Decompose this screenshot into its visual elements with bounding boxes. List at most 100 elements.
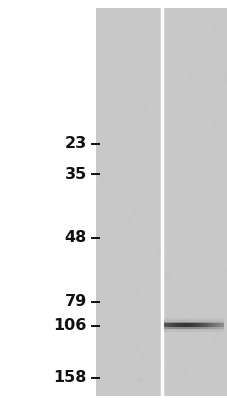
- Bar: [199, 328, 200, 330]
- Bar: [216, 330, 217, 332]
- Bar: [208, 330, 209, 332]
- Bar: [180, 330, 181, 332]
- Bar: [207, 322, 208, 324]
- Bar: [204, 323, 205, 325]
- Bar: [184, 322, 185, 324]
- Bar: [186, 330, 187, 332]
- Bar: [221, 323, 222, 325]
- Bar: [222, 322, 223, 324]
- Bar: [174, 328, 175, 330]
- Bar: [184, 318, 185, 320]
- Bar: [186, 323, 187, 325]
- Bar: [173, 330, 174, 332]
- Bar: [188, 330, 189, 332]
- Bar: [177, 320, 178, 322]
- Bar: [208, 320, 209, 322]
- Bar: [201, 318, 202, 320]
- Bar: [221, 322, 222, 324]
- Bar: [189, 328, 190, 330]
- Bar: [192, 320, 193, 322]
- Bar: [204, 322, 205, 324]
- Bar: [206, 320, 207, 322]
- Bar: [173, 322, 174, 324]
- Bar: [165, 330, 166, 332]
- Bar: [194, 323, 195, 325]
- Bar: [217, 322, 218, 324]
- Bar: [165, 323, 166, 325]
- Bar: [188, 323, 189, 325]
- Bar: [220, 322, 221, 324]
- Bar: [168, 323, 169, 325]
- Bar: [169, 318, 170, 320]
- Bar: [204, 327, 205, 328]
- Bar: [195, 320, 196, 322]
- Bar: [189, 318, 190, 320]
- Bar: [183, 320, 184, 322]
- Bar: [202, 323, 203, 325]
- Bar: [214, 325, 215, 327]
- Bar: [211, 320, 212, 322]
- Bar: [202, 328, 203, 330]
- Bar: [187, 320, 188, 322]
- Bar: [213, 322, 214, 324]
- Bar: [195, 327, 196, 328]
- Bar: [197, 318, 199, 320]
- Bar: [197, 330, 198, 332]
- Bar: [201, 328, 202, 330]
- Bar: [180, 330, 181, 332]
- Bar: [208, 328, 209, 330]
- Bar: [165, 325, 166, 327]
- Bar: [186, 320, 187, 322]
- Bar: [180, 328, 181, 330]
- Bar: [166, 322, 167, 324]
- Bar: [212, 320, 214, 322]
- Bar: [222, 320, 223, 322]
- Bar: [183, 327, 184, 328]
- Bar: [186, 320, 187, 322]
- Bar: [184, 327, 185, 328]
- Bar: [210, 320, 211, 322]
- Bar: [218, 320, 219, 322]
- Bar: [167, 322, 168, 324]
- Bar: [192, 328, 193, 330]
- Bar: [165, 327, 166, 328]
- Bar: [203, 325, 204, 327]
- Bar: [219, 327, 220, 328]
- Bar: [167, 327, 168, 328]
- Bar: [212, 320, 213, 322]
- Bar: [219, 328, 220, 330]
- Bar: [188, 328, 189, 330]
- Bar: [197, 323, 199, 325]
- Bar: [217, 325, 218, 327]
- Bar: [193, 323, 194, 325]
- Bar: [197, 323, 198, 325]
- Bar: [200, 325, 201, 327]
- Bar: [164, 325, 165, 327]
- Bar: [187, 322, 188, 324]
- Bar: [189, 325, 190, 327]
- Bar: [217, 318, 218, 320]
- Bar: [168, 318, 169, 320]
- Bar: [194, 322, 195, 324]
- Bar: [177, 330, 178, 332]
- Bar: [186, 322, 187, 324]
- Bar: [193, 325, 194, 327]
- Bar: [209, 318, 210, 320]
- Bar: [218, 322, 219, 324]
- Bar: [194, 325, 195, 327]
- Bar: [208, 327, 209, 328]
- Bar: [215, 323, 216, 325]
- Bar: [217, 320, 218, 322]
- Bar: [168, 318, 169, 320]
- Bar: [205, 318, 206, 320]
- Bar: [188, 325, 189, 327]
- Bar: [194, 327, 195, 328]
- Bar: [203, 327, 204, 328]
- Bar: [189, 330, 190, 332]
- Bar: [186, 322, 187, 324]
- Bar: [222, 325, 223, 327]
- Bar: [190, 323, 191, 325]
- Bar: [178, 330, 179, 332]
- Bar: [207, 330, 208, 332]
- Bar: [173, 325, 174, 327]
